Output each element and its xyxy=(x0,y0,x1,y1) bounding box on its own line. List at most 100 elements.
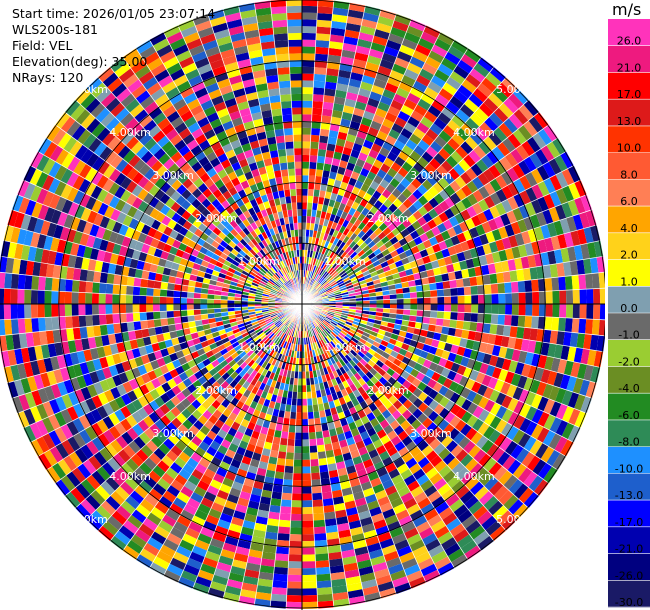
range-gate-cell xyxy=(127,514,143,529)
range-gate-cell xyxy=(429,140,443,153)
range-gate-cell xyxy=(200,474,213,486)
range-gate-cell xyxy=(466,414,479,428)
range-gate-cell xyxy=(220,380,230,390)
range-gate-cell xyxy=(100,500,117,516)
range-gate-cell xyxy=(258,282,266,288)
range-gate-cell xyxy=(396,463,410,475)
range-gate-cell xyxy=(36,403,49,420)
range-gate-cell xyxy=(525,304,533,317)
range-gate-cell xyxy=(355,552,371,563)
range-gate-cell xyxy=(537,316,546,330)
range-gate-cell xyxy=(457,509,473,524)
range-gate-cell xyxy=(49,446,64,463)
range-gate-cell xyxy=(239,238,248,247)
range-gate-cell xyxy=(524,202,537,217)
range-gate-cell xyxy=(153,350,163,360)
range-gate-cell xyxy=(372,35,388,47)
range-gate-cell xyxy=(153,367,164,378)
range-gate-cell xyxy=(236,358,245,367)
range-gate-cell xyxy=(341,356,349,365)
range-gate-cell xyxy=(585,209,597,227)
range-gate-cell xyxy=(309,452,319,460)
range-gate-cell xyxy=(288,328,293,336)
range-gate-cell xyxy=(187,285,195,293)
range-gate-cell xyxy=(315,169,324,177)
range-gate-cell xyxy=(332,245,339,253)
range-gate-cell xyxy=(210,390,221,400)
range-gate-cell xyxy=(508,234,519,248)
range-gate-cell xyxy=(506,167,520,182)
range-gate-cell xyxy=(119,304,127,314)
range-gate-cell xyxy=(136,337,145,348)
range-gate-cell xyxy=(283,319,290,326)
range-gate-cell xyxy=(279,288,286,293)
range-gate-cell xyxy=(471,304,479,314)
range-gate-cell xyxy=(285,334,290,342)
range-gate-cell xyxy=(225,223,234,233)
range-gate-cell xyxy=(320,278,326,285)
range-gate-cell xyxy=(314,383,321,392)
range-gate-cell xyxy=(169,557,187,571)
range-gate-cell xyxy=(518,304,526,316)
range-gate-cell xyxy=(243,449,254,459)
range-gate-cell xyxy=(211,359,220,368)
range-gate-cell xyxy=(349,215,358,225)
range-gate-cell xyxy=(157,374,167,386)
range-gate-cell xyxy=(310,271,315,279)
range-gate-cell xyxy=(36,233,47,250)
range-gate-cell xyxy=(208,354,217,364)
range-gate-cell xyxy=(445,440,459,453)
range-gate-cell xyxy=(377,65,392,77)
range-gate-cell xyxy=(316,348,322,356)
range-gate-cell xyxy=(466,205,478,218)
range-gate-cell xyxy=(325,524,339,534)
range-gate-cell xyxy=(273,478,284,486)
range-gate-cell xyxy=(330,407,338,416)
range-gate-cell xyxy=(457,59,474,74)
range-gate-cell xyxy=(287,567,302,576)
range-gate-cell xyxy=(316,573,332,582)
range-gate-cell xyxy=(244,254,252,262)
range-gate-cell xyxy=(125,414,138,428)
range-gate-cell xyxy=(278,519,291,528)
ray-separator xyxy=(301,303,441,576)
range-gate-cell xyxy=(450,253,460,264)
ray-separator xyxy=(86,88,303,305)
range-gate-cell xyxy=(120,275,128,286)
range-gate-cell xyxy=(322,367,329,375)
range-gate-cell xyxy=(37,387,49,404)
range-gate-cell xyxy=(237,337,246,345)
range-gate-cell xyxy=(228,523,243,534)
range-gate-cell xyxy=(282,417,290,426)
range-gate-cell xyxy=(79,400,91,415)
range-gate-cell xyxy=(403,309,411,316)
range-gate-cell xyxy=(193,485,207,498)
range-gate-cell xyxy=(491,344,501,357)
range-gate-cell xyxy=(93,141,108,157)
range-gate-cell xyxy=(331,14,348,23)
range-gate-cell xyxy=(274,336,280,344)
range-gate-cell xyxy=(323,504,335,513)
range-gate-cell xyxy=(357,446,369,456)
range-gate-cell xyxy=(538,304,546,317)
range-gate-cell xyxy=(257,374,266,383)
range-gate-cell xyxy=(311,209,317,217)
range-gate-cell xyxy=(178,468,192,481)
range-gate-cell xyxy=(318,354,324,363)
range-gate-cell xyxy=(393,172,405,183)
range-gate-cell xyxy=(379,59,395,70)
range-gate-cell xyxy=(449,70,466,85)
range-gate-cell xyxy=(394,116,408,128)
range-gate-cell xyxy=(320,261,326,269)
range-gate-cell xyxy=(76,350,86,364)
range-gate-cell xyxy=(143,392,155,404)
range-gate-cell xyxy=(200,497,214,509)
range-gate-cell xyxy=(405,332,414,340)
range-gate-cell xyxy=(332,370,339,379)
range-gate-cell xyxy=(280,431,289,439)
range-gate-cell xyxy=(288,288,294,294)
range-gate-cell xyxy=(224,471,237,482)
range-gate-cell xyxy=(312,311,319,317)
range-gate-cell xyxy=(472,88,488,103)
range-gate-cell xyxy=(436,289,445,297)
